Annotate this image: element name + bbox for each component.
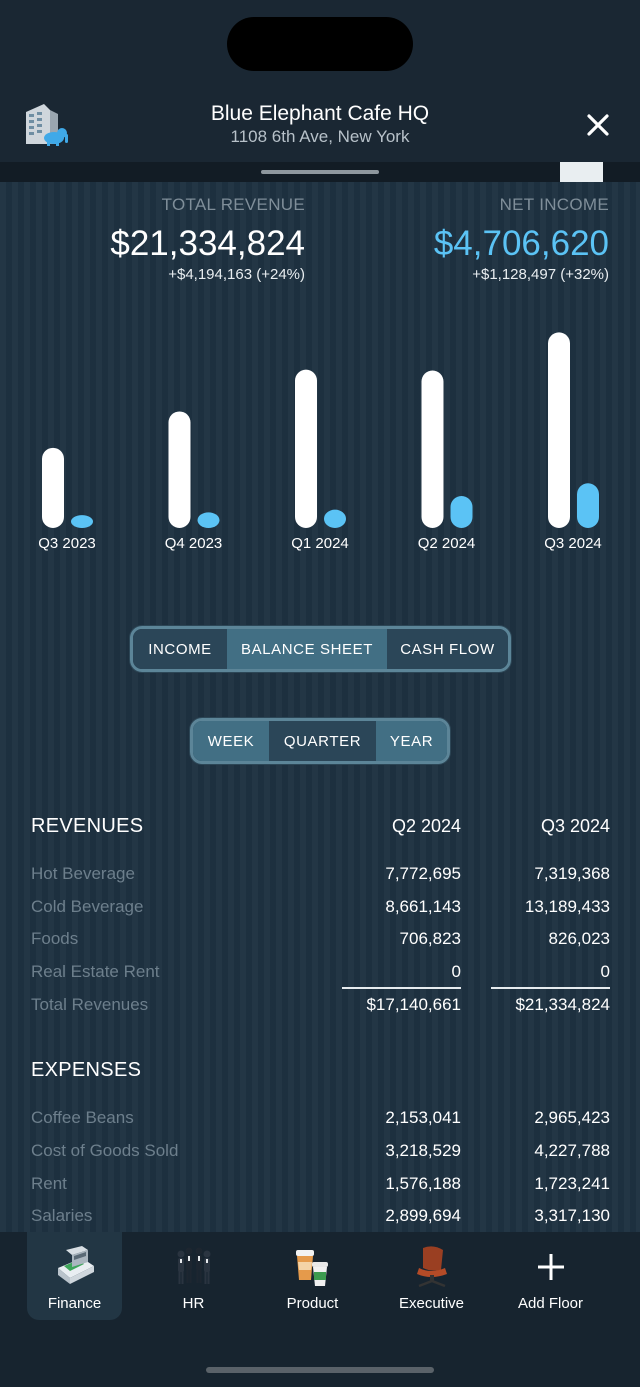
value-rent-q2: 1,576,188 [385,1174,461,1193]
x-tick-label: Q1 2024 [291,535,349,552]
office-chair-icon [417,1246,447,1288]
value-cost-of-goods-sold-q2: 3,218,529 [385,1141,461,1160]
tab-label-hr: HR [182,1295,205,1312]
income-bar-q1-2024 [324,509,346,528]
value-coffee-beans-q2: 2,153,041 [385,1108,461,1127]
row-label-coffee-beans: Coffee Beans [31,1108,134,1127]
tab-label-add-floor: Add Floor [517,1295,584,1312]
income-bar-q3-2024 [577,483,599,528]
row-label-rent: Rent [31,1174,67,1193]
sheet-grabber[interactable] [261,170,379,174]
value-total-revenues-q2: $17,140,661 [366,995,461,1014]
x-tick-label: Q4 2023 [165,535,223,552]
tab-product[interactable]: Product [265,1232,360,1320]
total-revenue-label: TOTAL REVENUE [161,195,305,214]
row-label-cost-of-goods-sold: Cost of Goods Sold [31,1141,179,1160]
tab-finance[interactable]: Finance [27,1232,122,1320]
tab-add-floor[interactable]: Add Floor [503,1232,598,1320]
net-income-label: NET INCOME [499,195,609,214]
page-title: Blue Elephant Cafe HQ [210,102,430,125]
coffee-cups-icon [296,1250,328,1286]
tab-year[interactable]: YEAR [376,721,447,761]
column-header-q2-2024: Q2 2024 [391,816,461,836]
address-subtitle: 1108 6th Ave, New York [230,127,410,146]
tab-hr[interactable]: HR [146,1232,241,1320]
plus-icon [538,1254,564,1280]
net-income-delta: +$1,128,497 (+32%) [472,266,609,283]
cash-register-icon [58,1246,94,1284]
total-revenue-delta: +$4,194,163 (+24%) [168,266,305,283]
home-indicator[interactable] [206,1367,434,1373]
revenue-bar-q3-2024 [548,332,570,528]
total-divider-q3 [491,987,610,989]
x-tick-label: Q3 2023 [38,535,96,552]
row-label-total-revenues: Total Revenues [31,995,149,1014]
value-coffee-beans-q3: 2,965,423 [534,1108,610,1127]
row-label-salaries: Salaries [31,1206,93,1225]
revenues-heading: REVENUES [31,815,144,837]
total-divider-q2 [342,987,461,989]
tab-label-product: Product [286,1295,339,1312]
close-icon[interactable] [584,111,612,139]
tab-label-finance: Finance [47,1295,102,1312]
period-segmented-control: WEEK QUARTER YEAR [190,718,450,764]
income-bar-q2-2024 [450,496,473,528]
row-label-cold-beverage: Cold Beverage [31,897,144,916]
tab-balance-sheet[interactable]: BALANCE SHEET [227,629,387,669]
net-income-value: $4,706,620 [433,224,609,263]
value-hot-beverage-q3: 7,319,368 [534,864,610,883]
value-rent-q3: 1,723,241 [534,1174,610,1193]
income-bar-q4-2023 [197,512,220,528]
sheet-edge-tab [560,162,603,182]
people-group-icon [177,1247,211,1284]
tab-cash-flow[interactable]: CASH FLOW [387,629,508,669]
building-with-elephant-icon [26,104,68,146]
row-label-real-estate-rent: Real Estate Rent [31,962,160,981]
statement-segmented-control: INCOME BALANCE SHEET CASH FLOW [130,626,511,672]
column-header-q3-2024: Q3 2024 [540,816,610,836]
value-hot-beverage-q2: 7,772,695 [385,864,461,883]
row-label-hot-beverage: Hot Beverage [31,864,135,883]
x-tick-label: Q3 2024 [544,535,602,552]
finance-panel [0,182,640,1232]
revenue-bar-q1-2024 [295,369,317,528]
tab-label-executive: Executive [398,1295,465,1312]
tab-week[interactable]: WEEK [193,721,269,761]
x-tick-label: Q2 2024 [418,535,476,552]
value-salaries-q3: 3,317,130 [534,1206,610,1225]
income-bar-q3-2023 [71,515,93,528]
value-cold-beverage-q3: 13,189,433 [524,897,610,916]
value-real-estate-rent-q3: 0 [600,962,610,981]
row-label-foods: Foods [31,929,79,948]
expenses-heading: EXPENSES [31,1059,142,1081]
total-revenue-value: $21,334,824 [110,224,305,263]
value-foods-q2: 706,823 [399,929,461,948]
value-cost-of-goods-sold-q3: 4,227,788 [534,1141,610,1160]
revenue-bar-q4-2023 [168,411,191,528]
revenue-bar-q3-2023 [42,447,64,528]
dynamic-island [227,17,413,71]
quarterly-chart: Q3 2023 Q4 2023 Q1 2024 Q2 2024 Q3 2024 [38,332,602,552]
value-total-revenues-q3: $21,334,824 [515,995,610,1014]
value-real-estate-rent-q2: 0 [451,962,461,981]
tab-income[interactable]: INCOME [133,629,227,669]
value-foods-q3: 826,023 [548,929,610,948]
value-salaries-q2: 2,899,694 [385,1206,461,1225]
tab-executive[interactable]: Executive [384,1232,479,1320]
revenue-bar-q2-2024 [421,370,444,528]
tab-quarter[interactable]: QUARTER [269,721,376,761]
value-cold-beverage-q2: 8,661,143 [385,897,461,916]
